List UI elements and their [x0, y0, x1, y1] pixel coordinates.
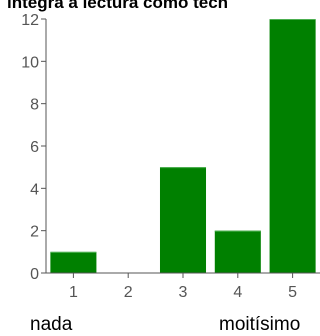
y-tick-label: 12 [21, 12, 39, 29]
bar [50, 251, 97, 273]
y-tick-label: 2 [30, 224, 39, 241]
x-tick-label: 5 [288, 284, 297, 301]
x-tick-label: 2 [124, 284, 133, 301]
y-tick-label: 8 [30, 97, 39, 114]
x-tick-label: 1 [69, 284, 78, 301]
bar [159, 167, 207, 273]
y-axis: 0 2 4 6 8 10 12 [21, 12, 47, 283]
chart-title: integra a lectura como tecn [7, 0, 229, 12]
x-tick-label: 4 [233, 284, 242, 301]
y-tick-label: 6 [30, 139, 39, 156]
x-tick-label: 3 [179, 284, 188, 301]
y-tick-label: 0 [30, 266, 39, 283]
y-tick-label: 10 [21, 54, 39, 71]
scale-label-high: moitísimo [219, 314, 301, 335]
y-tick-label: 4 [30, 181, 39, 198]
x-axis: 1 2 3 4 5 [46, 272, 320, 301]
bar [214, 230, 261, 273]
bar [269, 19, 316, 273]
scale-label-low: nada [30, 314, 73, 335]
bars [50, 19, 316, 273]
